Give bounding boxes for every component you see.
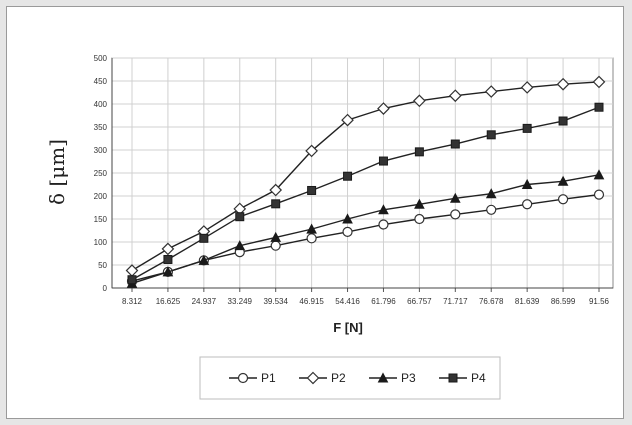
x-tick-label: 16.625 bbox=[156, 297, 181, 306]
series-line bbox=[131, 174, 600, 285]
axes bbox=[111, 58, 613, 292]
x-tick-label: 66.757 bbox=[407, 297, 432, 306]
y-tick-label: 200 bbox=[94, 192, 108, 201]
legend-label: P3 bbox=[401, 371, 416, 385]
series-group bbox=[125, 75, 606, 288]
grid bbox=[111, 57, 614, 289]
series-line bbox=[131, 81, 600, 272]
x-tick-label: 54.416 bbox=[335, 297, 360, 306]
data-point bbox=[199, 233, 209, 243]
data-point bbox=[414, 213, 425, 225]
legend-marker bbox=[306, 371, 320, 385]
data-point bbox=[378, 156, 388, 166]
legend-marker bbox=[448, 373, 458, 383]
data-point bbox=[520, 81, 534, 94]
data-point bbox=[162, 266, 174, 277]
series-p2 bbox=[125, 75, 606, 277]
y-axis-label: δ [μm] bbox=[45, 139, 69, 205]
data-point bbox=[377, 102, 390, 115]
series-line bbox=[131, 193, 600, 282]
legend-marker bbox=[377, 372, 389, 383]
legend-marker bbox=[237, 372, 249, 384]
y-tick-label: 50 bbox=[98, 261, 107, 270]
y-tick-labels: 0 50 100 150 200 250 300 350 400 450 500 bbox=[94, 54, 108, 293]
data-point bbox=[557, 194, 569, 205]
data-point bbox=[521, 178, 533, 189]
data-point bbox=[522, 199, 533, 210]
data-point bbox=[378, 204, 389, 215]
x-tick-label: 71.717 bbox=[443, 297, 468, 306]
y-tick-label: 0 bbox=[103, 284, 108, 293]
x-tick-label: 86.599 bbox=[551, 297, 576, 306]
data-point bbox=[343, 171, 353, 181]
data-point bbox=[235, 212, 245, 222]
data-point bbox=[342, 226, 353, 237]
data-point bbox=[594, 102, 604, 112]
data-point bbox=[557, 175, 569, 186]
y-tick-label: 250 bbox=[94, 169, 108, 178]
data-point bbox=[306, 223, 317, 234]
data-point bbox=[484, 85, 498, 98]
data-point bbox=[269, 183, 283, 197]
y-tick-label: 400 bbox=[94, 100, 108, 109]
data-point bbox=[127, 275, 137, 285]
x-tick-label: 8.312 bbox=[122, 297, 143, 306]
x-tick-label: 39.534 bbox=[263, 297, 288, 306]
x-tick-label: 81.639 bbox=[515, 297, 540, 306]
y-tick-label: 100 bbox=[94, 238, 108, 247]
series-line bbox=[131, 106, 600, 281]
data-point bbox=[305, 144, 318, 158]
data-point bbox=[198, 254, 210, 265]
data-point bbox=[234, 240, 246, 251]
x-tick-label: 76.678 bbox=[479, 297, 504, 306]
x-tick-label: 61.796 bbox=[371, 297, 396, 306]
data-point bbox=[522, 123, 532, 133]
data-point bbox=[306, 233, 317, 244]
data-point bbox=[413, 94, 426, 108]
data-point bbox=[270, 231, 282, 242]
y-tick-label: 300 bbox=[94, 146, 108, 155]
data-point bbox=[161, 242, 175, 256]
data-point bbox=[486, 204, 497, 215]
data-point bbox=[271, 199, 281, 209]
series-p3 bbox=[126, 169, 605, 288]
data-point bbox=[378, 219, 389, 230]
x-axis-label: F [N] bbox=[333, 320, 363, 335]
x-tick-label: 91.56 bbox=[589, 297, 610, 306]
data-point bbox=[593, 189, 605, 200]
legend: P1 P2 P3 P4 bbox=[229, 371, 486, 385]
data-point bbox=[450, 209, 461, 220]
data-point bbox=[414, 147, 424, 157]
data-point bbox=[163, 254, 173, 264]
line-chart: 0 50 100 150 200 250 300 350 400 450 500 8.312 16.6… bbox=[45, 54, 614, 400]
y-tick-label: 450 bbox=[94, 77, 108, 86]
data-point bbox=[307, 185, 317, 195]
data-point bbox=[341, 113, 354, 127]
legend-label: P4 bbox=[471, 371, 486, 385]
legend-label: P2 bbox=[331, 371, 346, 385]
data-point bbox=[450, 139, 460, 149]
data-point bbox=[558, 116, 568, 126]
data-point bbox=[485, 188, 497, 199]
data-point bbox=[592, 75, 606, 89]
data-point bbox=[593, 169, 605, 180]
data-point bbox=[270, 240, 281, 251]
data-point bbox=[486, 130, 496, 140]
x-tick-label: 33.249 bbox=[228, 297, 253, 306]
data-point bbox=[556, 77, 570, 91]
data-point bbox=[414, 198, 425, 209]
y-tick-label: 150 bbox=[94, 215, 108, 224]
x-tick-labels: 8.312 16.625 24.937 33.249 39.534 46.915 54.41… bbox=[122, 297, 610, 306]
x-tick-label: 46.915 bbox=[299, 297, 324, 306]
x-tick-label: 24.937 bbox=[192, 297, 217, 306]
series-p4 bbox=[127, 102, 604, 285]
data-point bbox=[342, 213, 353, 224]
y-tick-label: 350 bbox=[94, 123, 108, 132]
y-tick-label: 500 bbox=[94, 54, 108, 63]
data-point bbox=[449, 192, 461, 203]
data-point bbox=[448, 89, 462, 103]
chart-frame: 0 50 100 150 200 250 300 350 400 450 500 8.312 16.6… bbox=[6, 6, 624, 419]
legend-label: P1 bbox=[261, 371, 276, 385]
